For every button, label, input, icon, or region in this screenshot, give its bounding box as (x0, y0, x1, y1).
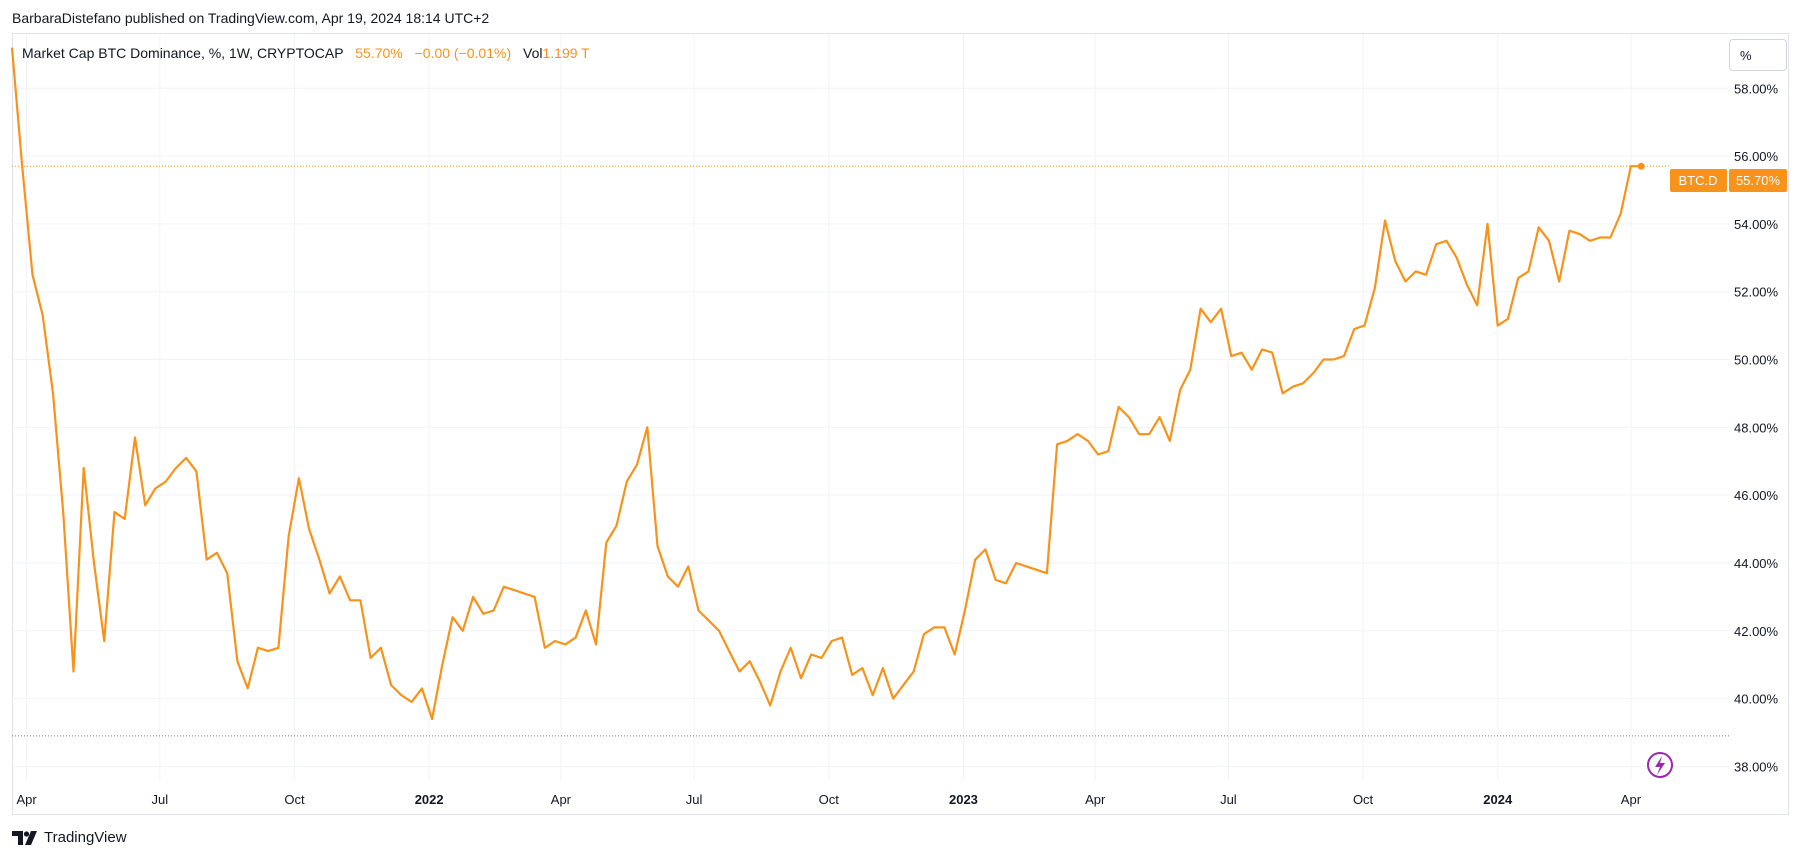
x-tick-label: 2024 (1483, 792, 1513, 807)
x-tick-label: Oct (819, 792, 840, 807)
y-tick-label: 52.00% (1734, 285, 1779, 300)
x-axis: Apr Jul Oct 2022 Apr Jul Oct 2023 Apr Jul Oct 2024 A… (17, 792, 1642, 807)
x-tick-label: Oct (1353, 792, 1374, 807)
x-tick-label: Apr (1621, 792, 1642, 807)
tradingview-logo-icon (12, 830, 37, 845)
y-tick-label: 44.00% (1734, 556, 1779, 571)
chart-frame (12, 33, 1789, 815)
publisher-line: BarbaraDistefano published on TradingVie… (12, 10, 490, 26)
legend-symbol[interactable]: Market Cap BTC Dominance, %, 1W, CRYPTOC… (22, 45, 344, 61)
y-tick-label: 38.00% (1734, 759, 1779, 774)
y-tick-label: 50.00% (1734, 353, 1779, 368)
footer-brand-text: TradingView (44, 829, 127, 846)
x-tick-label: 2022 (415, 792, 444, 807)
price-tag-value: 55.70% (1736, 173, 1781, 188)
x-tick-label: Jul (1220, 792, 1237, 807)
y-tick-label: 42.00% (1734, 624, 1779, 639)
legend-vol-value: 1.199 T (542, 45, 590, 61)
y-axis: 58.00% 56.00% 54.00% 52.00% 50.00% 48.00% 46.0… (1734, 81, 1779, 774)
y-tick-label: 48.00% (1734, 420, 1779, 435)
x-tick-label: Oct (284, 792, 305, 807)
y-tick-label: 54.00% (1734, 217, 1779, 232)
y-tick-label: 56.00% (1734, 149, 1779, 164)
legend-vol-label: Vol (523, 45, 543, 61)
x-tick-label: Apr (1085, 792, 1106, 807)
grid-horizontal (12, 87, 1729, 767)
percent-scale-button[interactable]: % (1729, 39, 1787, 71)
last-point-marker (1637, 162, 1645, 170)
y-tick-label: 58.00% (1734, 81, 1779, 96)
legend-change: −0.00 (−0.01%) (414, 45, 512, 61)
x-tick-label: Jul (686, 792, 703, 807)
x-tick-label: Apr (17, 792, 38, 807)
legend-value: 55.70% (355, 45, 403, 61)
price-tag-symbol: BTC.D (1679, 173, 1718, 188)
price-tag: BTC.D 55.70% (1670, 169, 1787, 192)
series-line (10, 47, 1642, 721)
footer-brand: TradingView (12, 829, 127, 846)
x-tick-label: 2023 (949, 792, 978, 807)
x-tick-label: Apr (551, 792, 572, 807)
price-tag-value-bg (1729, 169, 1787, 192)
lightning-icon[interactable] (1647, 752, 1673, 778)
chart-legend: Market Cap BTC Dominance, %, 1W, CRYPTOC… (22, 45, 590, 61)
grid-vertical (26, 34, 1632, 780)
y-tick-label: 46.00% (1734, 488, 1779, 503)
x-tick-label: Jul (152, 792, 169, 807)
price-tag-symbol-bg (1670, 169, 1727, 192)
y-tick-label: 40.00% (1734, 692, 1779, 707)
